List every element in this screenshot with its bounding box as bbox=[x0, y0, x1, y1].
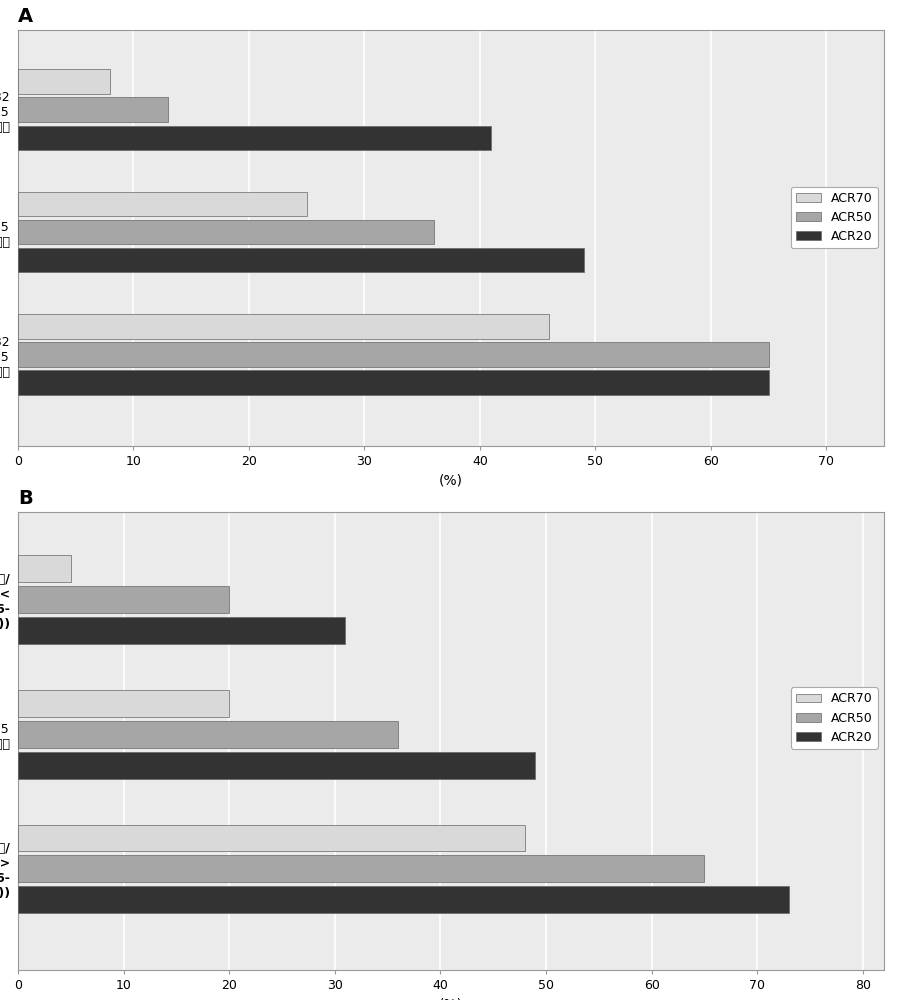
Bar bbox=[18, 721, 398, 748]
Bar bbox=[18, 690, 229, 717]
Bar bbox=[18, 69, 110, 94]
Legend: ACR70, ACR50, ACR20: ACR70, ACR50, ACR20 bbox=[791, 687, 878, 749]
Legend: ACR70, ACR50, ACR20: ACR70, ACR50, ACR20 bbox=[791, 187, 878, 248]
Bar bbox=[18, 370, 769, 395]
Text: B: B bbox=[18, 489, 32, 508]
Bar bbox=[18, 126, 492, 150]
Bar bbox=[18, 617, 345, 644]
Bar bbox=[18, 855, 704, 882]
Bar bbox=[18, 97, 168, 122]
X-axis label: (%): (%) bbox=[439, 998, 463, 1000]
Bar bbox=[18, 586, 229, 613]
Text: A: A bbox=[18, 7, 33, 26]
Bar bbox=[18, 752, 536, 779]
Bar bbox=[18, 314, 549, 339]
Bar bbox=[18, 220, 434, 244]
Bar bbox=[18, 342, 769, 367]
Bar bbox=[18, 555, 71, 582]
X-axis label: (%): (%) bbox=[439, 474, 463, 488]
Bar bbox=[18, 248, 584, 272]
Bar bbox=[18, 886, 789, 913]
Bar bbox=[18, 825, 525, 851]
Bar bbox=[18, 192, 307, 216]
